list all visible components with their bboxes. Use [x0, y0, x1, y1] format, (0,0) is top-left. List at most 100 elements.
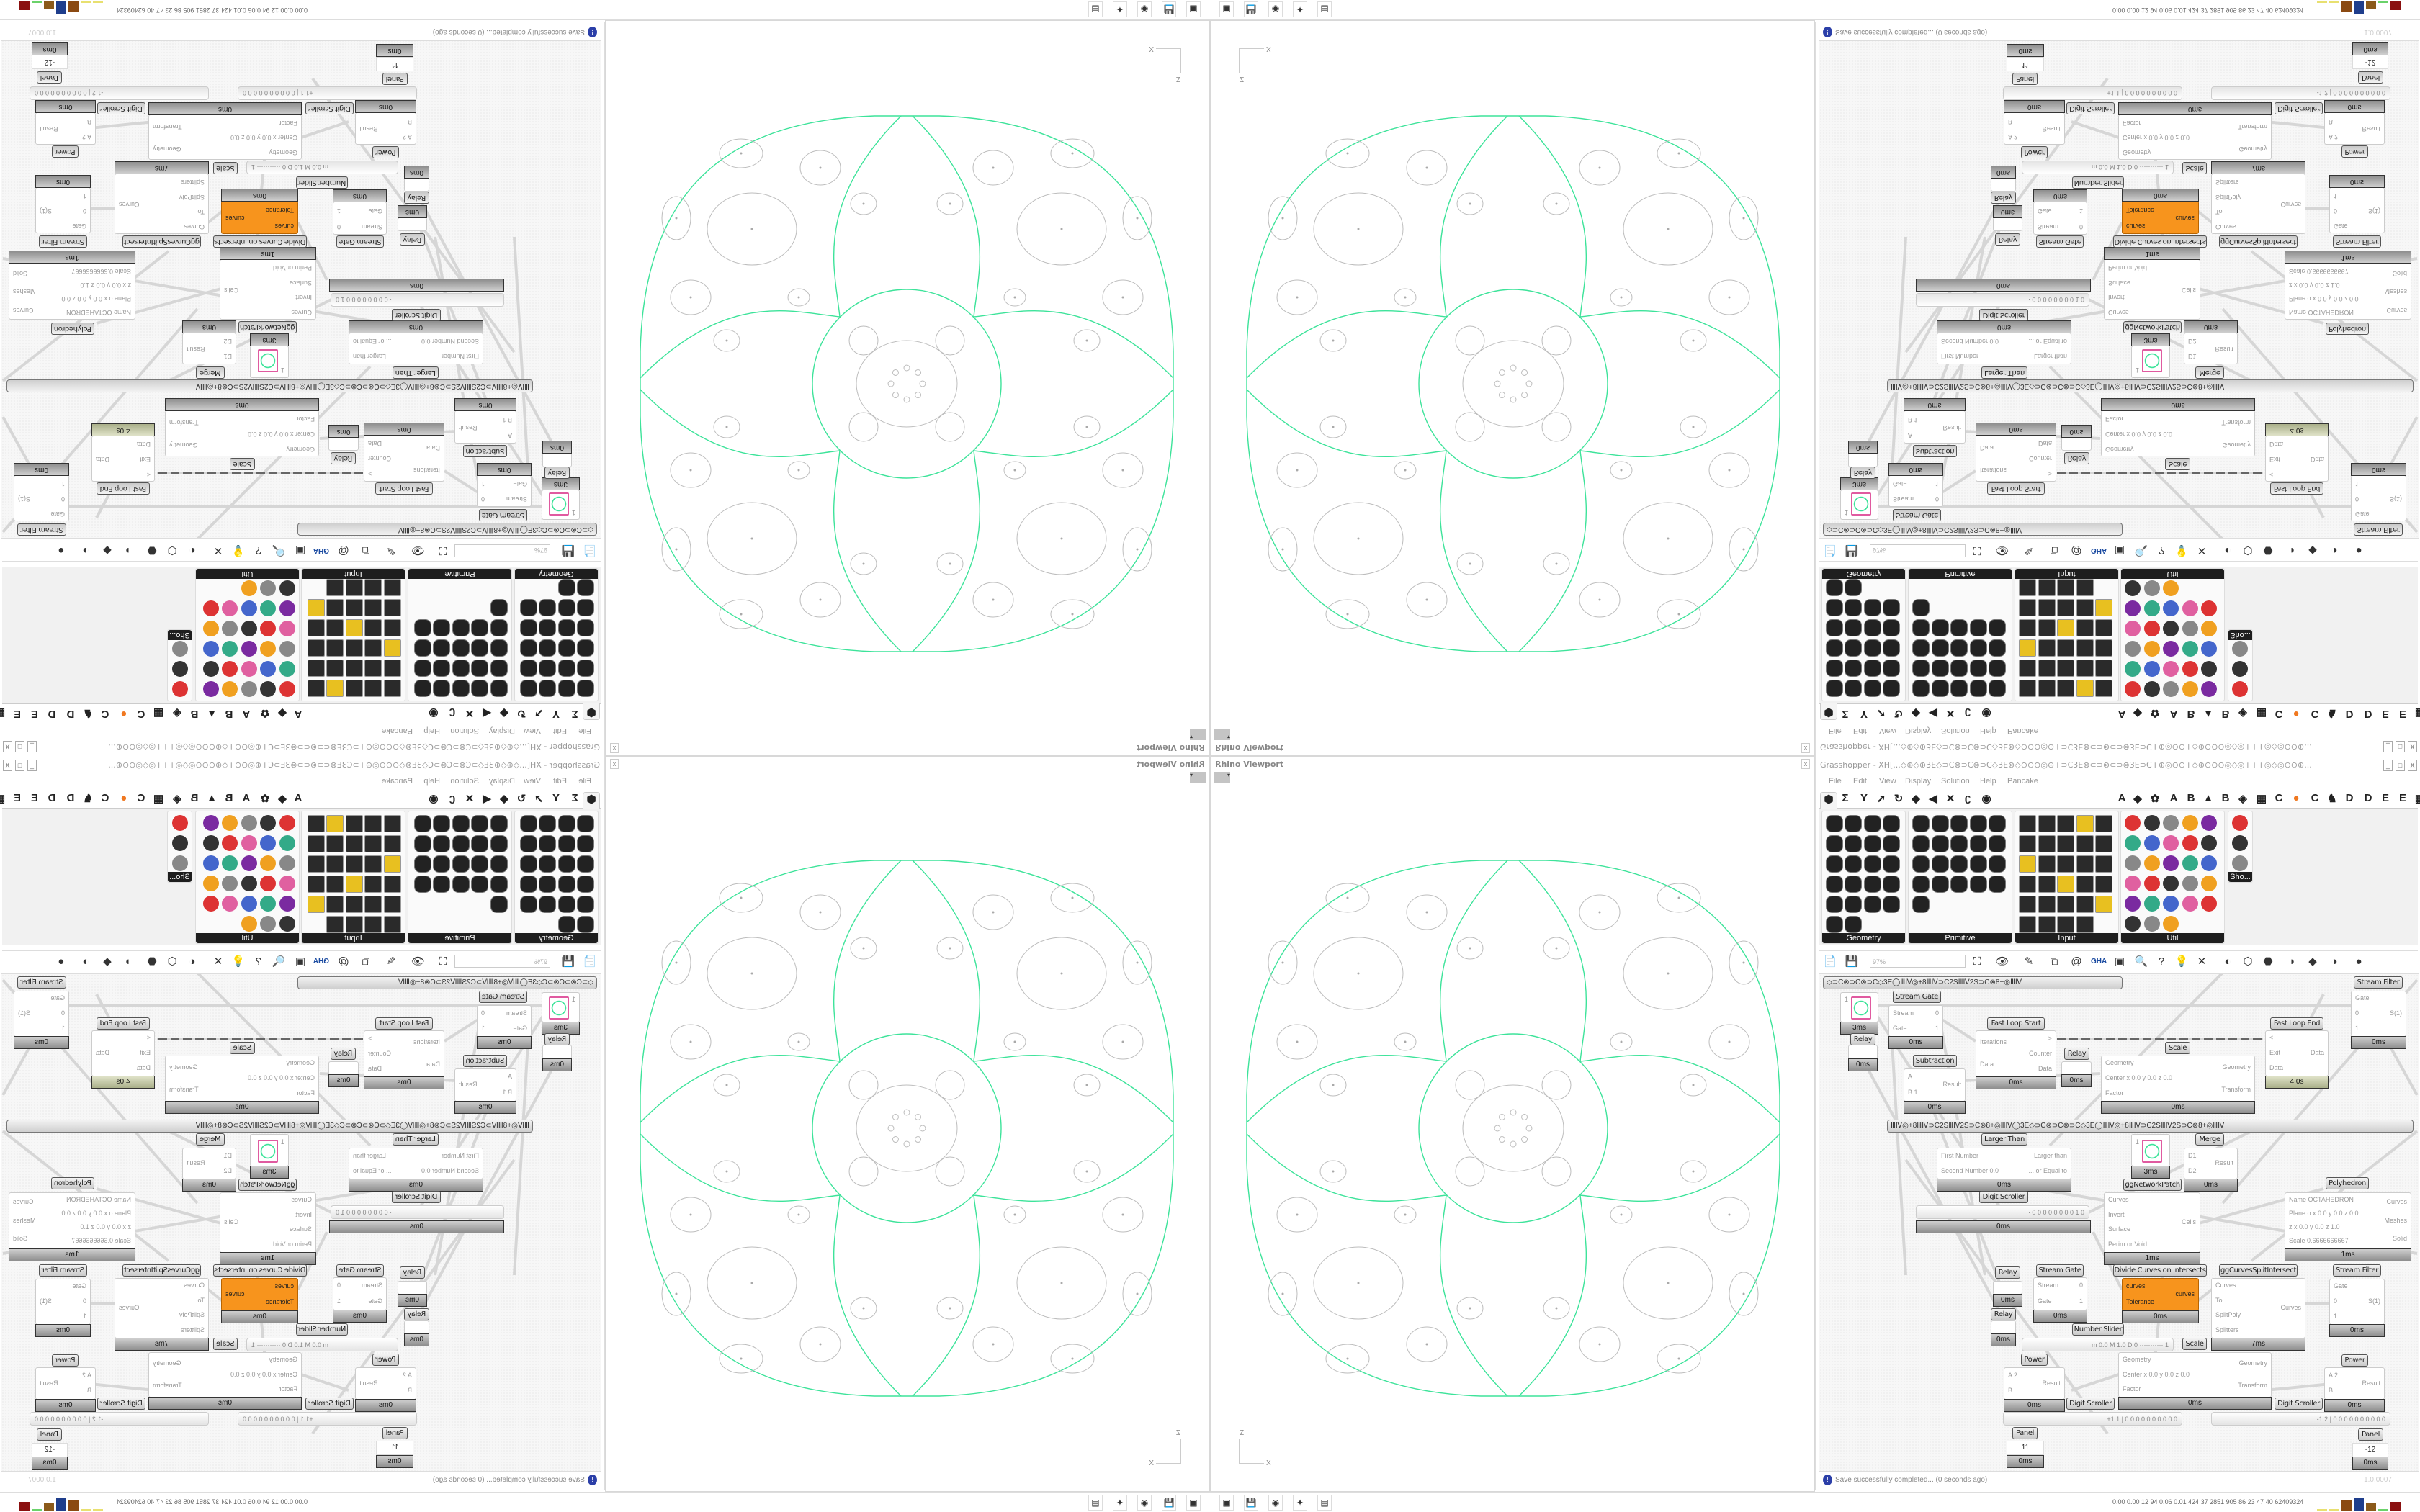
node-relay[interactable]	[328, 437, 359, 451]
panel-caption[interactable]: Panel	[37, 1428, 62, 1441]
ribbon-tab-icon[interactable]: ◆	[1912, 793, 1920, 805]
input-port[interactable]: Tol	[2215, 1296, 2224, 1304]
component-icon[interactable]	[279, 661, 295, 677]
component-icon[interactable]	[2182, 855, 2198, 871]
rhino-viewport-pane[interactable]: Rhino Viewport x ▾ Z X	[1210, 756, 1815, 1492]
component-icon[interactable]	[1845, 916, 1863, 933]
maximize-button[interactable]: □	[15, 760, 24, 771]
ribbon-tab-icon[interactable]: ✿	[260, 793, 270, 805]
component-icon[interactable]	[1989, 639, 2007, 657]
input-port[interactable]: Name OCTAHEDRON	[2289, 1195, 2354, 1203]
component-icon[interactable]	[2143, 681, 2160, 697]
component-icon[interactable]	[1863, 815, 1881, 832]
component-icon[interactable]	[384, 876, 401, 893]
component-icon[interactable]	[2125, 916, 2141, 932]
output-port[interactable]: Result	[459, 1081, 478, 1088]
component-icon[interactable]	[520, 660, 538, 677]
component-icon[interactable]	[2163, 835, 2179, 851]
component-icon[interactable]	[1912, 660, 1930, 677]
panel-label[interactable]: Input	[2015, 569, 2118, 579]
ribbon-tab-icon[interactable]: ●	[120, 792, 127, 804]
component-icon[interactable]	[279, 916, 295, 932]
component-icon[interactable]	[260, 876, 277, 891]
input-port[interactable]: Gate	[72, 222, 86, 230]
node-relay-caption[interactable]: Relay	[1995, 1266, 2020, 1279]
node-relay-caption[interactable]: Relay	[1850, 1033, 1876, 1045]
node-scale-caption[interactable]: Scale	[2182, 1338, 2207, 1350]
output-port[interactable]: >	[2048, 470, 2052, 478]
component-icon[interactable]	[2182, 876, 2198, 891]
component-icon[interactable]	[1912, 639, 1930, 657]
component-icon[interactable]	[2038, 916, 2056, 933]
component-icon[interactable]	[2076, 639, 2094, 657]
component-icon[interactable]	[1882, 855, 1900, 873]
component-icon[interactable]	[490, 660, 508, 677]
component-icon[interactable]	[520, 639, 538, 657]
input-port[interactable]: B 1	[502, 416, 512, 423]
toolbar-icon[interactable]: ◆	[2308, 544, 2317, 557]
node-divide-curves-on-intersects[interactable]: curves Tolerance curves	[221, 201, 298, 234]
node-relay-caption[interactable]: Relay	[400, 233, 425, 246]
component-icon[interactable]	[241, 876, 257, 891]
component-icon[interactable]	[172, 661, 188, 677]
component-icon[interactable]	[490, 876, 508, 893]
component-icon[interactable]	[2232, 815, 2248, 831]
component-icon[interactable]	[557, 680, 575, 697]
component-icon[interactable]	[2125, 835, 2141, 851]
output-port[interactable]: Meshes	[2384, 288, 2407, 296]
component-icon[interactable]	[260, 855, 277, 871]
output-port[interactable]: Data	[2310, 456, 2324, 463]
node-relay[interactable]	[1848, 453, 1878, 467]
component-icon[interactable]	[520, 599, 538, 616]
component-icon[interactable]	[2201, 641, 2218, 657]
component-icon[interactable]	[2163, 855, 2179, 871]
component-icon[interactable]	[172, 681, 188, 697]
component-icon[interactable]	[490, 680, 508, 697]
node-scale-caption[interactable]: Scale	[230, 458, 255, 470]
panel-label[interactable]: Input	[2015, 933, 2118, 943]
input-port[interactable]: Curves	[2108, 1196, 2129, 1204]
component-icon[interactable]	[413, 855, 431, 873]
component-icon[interactable]	[2182, 600, 2198, 616]
component-icon[interactable]	[2163, 600, 2179, 616]
input-port[interactable]: Exit	[139, 456, 151, 463]
component-icon[interactable]	[2019, 896, 2036, 913]
component-icon[interactable]	[279, 580, 295, 596]
toolbar-icon[interactable]: ◑	[82, 955, 89, 968]
input-port[interactable]: Geometry	[269, 1356, 297, 1364]
component-icon[interactable]	[345, 660, 363, 677]
output-port[interactable]: Cells	[224, 287, 239, 294]
toolbar-icon[interactable]: ✎	[386, 955, 396, 968]
component-icon[interactable]	[2163, 681, 2179, 697]
input-port[interactable]: A	[507, 1073, 512, 1080]
component-icon[interactable]	[1989, 619, 2007, 636]
component-icon[interactable]	[2163, 876, 2179, 891]
output-port[interactable]: Result	[2362, 125, 2380, 133]
component-icon[interactable]	[2095, 599, 2113, 616]
component-icon[interactable]	[279, 896, 295, 912]
input-port[interactable]: 0	[2355, 1009, 2360, 1017]
node-scale[interactable]: Geometry Center x 0.0 y 0.0 z 0.0 Factor Ge…	[2101, 1056, 2255, 1102]
component-icon[interactable]	[2182, 835, 2198, 851]
component-icon[interactable]	[2163, 661, 2179, 677]
input-port[interactable]: First Number	[441, 1151, 479, 1159]
node-relay-caption[interactable]: Relay	[1850, 467, 1876, 479]
component-icon[interactable]	[279, 641, 295, 657]
component-icon[interactable]	[2019, 876, 2036, 893]
output-port[interactable]: S(1)	[2389, 495, 2402, 503]
component-icon[interactable]	[2057, 599, 2075, 616]
digit-scroller[interactable]: -1 2 | 0 0 0 0 0 0 0 0 0 0	[2211, 1412, 2390, 1426]
input-port[interactable]: Geometry	[2123, 1356, 2151, 1364]
component-icon[interactable]	[241, 621, 257, 636]
node-merge[interactable]: D1 D2 Result	[2184, 333, 2238, 364]
component-icon[interactable]	[2143, 815, 2160, 831]
node-relay-caption[interactable]: Relay	[1991, 1308, 2016, 1320]
component-icon[interactable]	[1826, 619, 1843, 636]
taskbar-app-icon[interactable]: ▣	[1186, 1495, 1201, 1511]
component-icon[interactable]	[241, 661, 257, 677]
input-port[interactable]: Geometry	[286, 1059, 315, 1067]
component-icon[interactable]	[2095, 680, 2113, 697]
panel-caption[interactable]: Panel	[2358, 1428, 2383, 1441]
component-icon[interactable]	[172, 641, 188, 657]
output-port[interactable]: Cells	[2181, 1218, 2196, 1225]
